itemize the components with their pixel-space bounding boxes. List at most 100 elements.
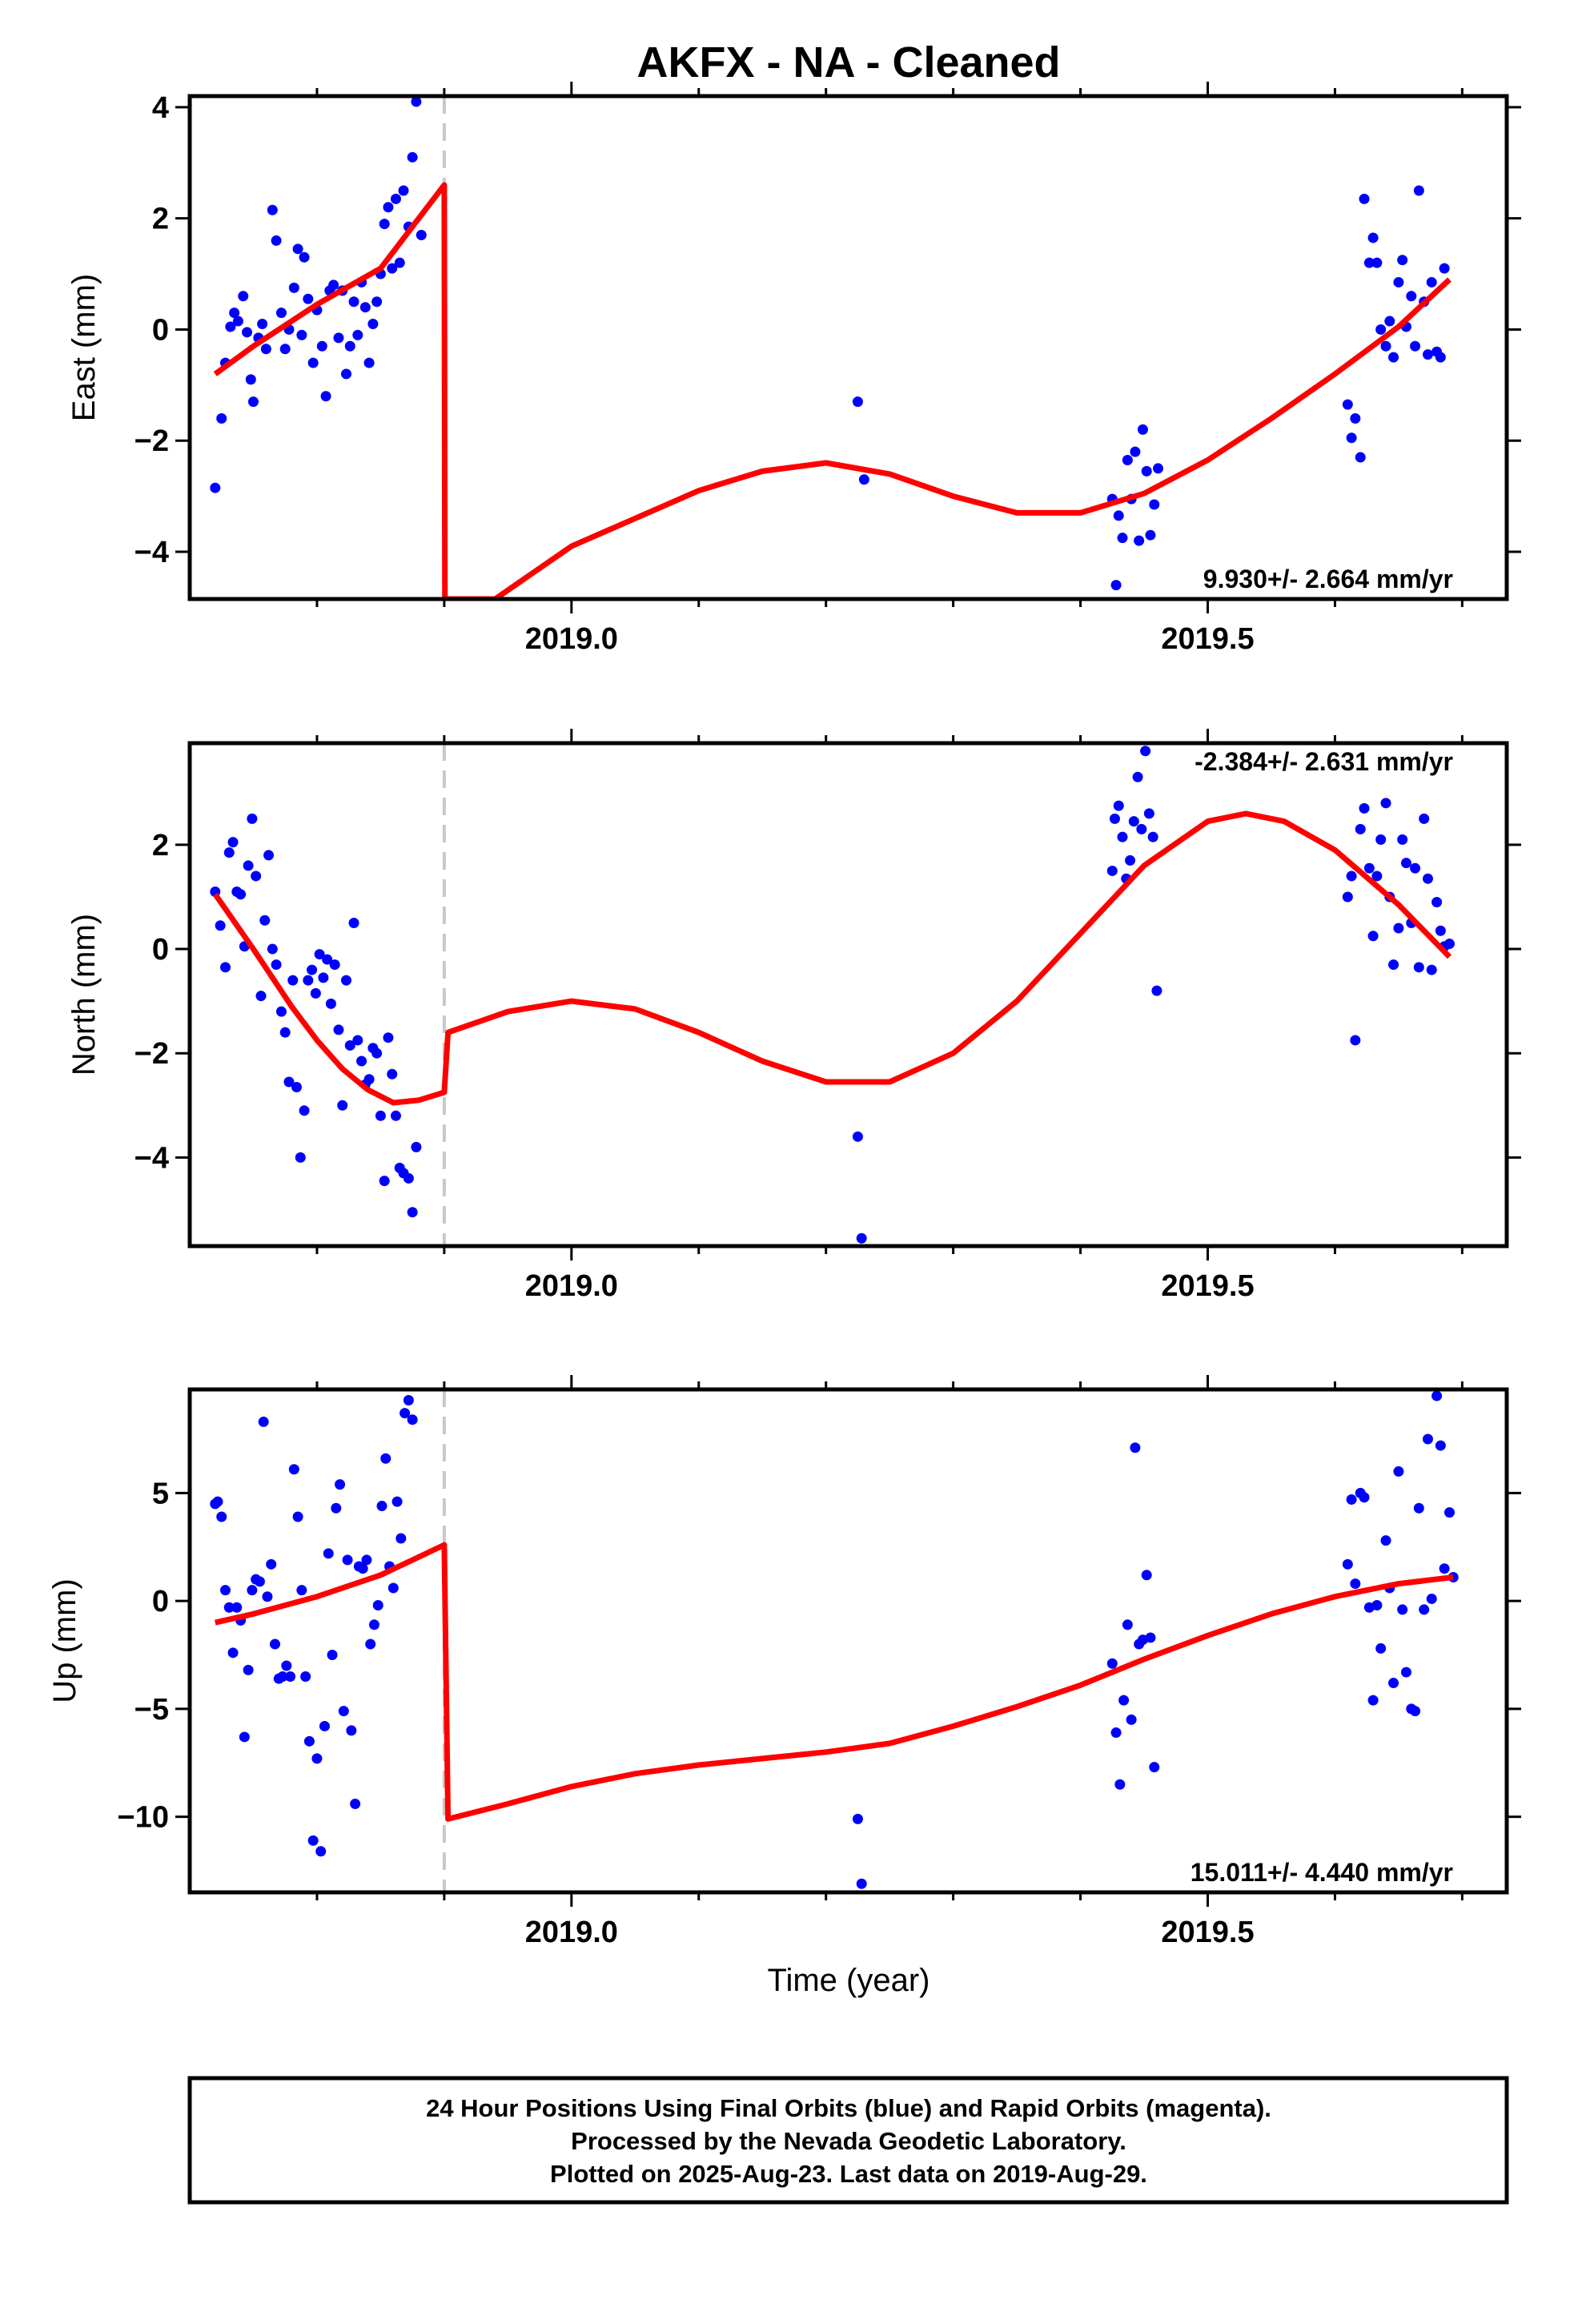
east-data-point bbox=[260, 344, 271, 355]
up-data-point bbox=[1145, 1632, 1156, 1643]
up-data-point bbox=[296, 1585, 307, 1596]
north-data-point bbox=[379, 1176, 390, 1187]
up-data-point bbox=[387, 1582, 399, 1594]
up-data-point bbox=[247, 1585, 258, 1596]
north-data-point bbox=[1355, 823, 1366, 834]
north-x-tick-label: 2019.5 bbox=[1161, 1269, 1254, 1303]
east-data-point bbox=[1130, 446, 1141, 457]
north-data-point bbox=[337, 1100, 348, 1111]
up-data-point bbox=[1350, 1578, 1361, 1590]
east-data-point bbox=[257, 319, 268, 330]
east-data-point bbox=[394, 257, 405, 268]
up-data-point bbox=[365, 1638, 376, 1650]
north-data-point bbox=[307, 964, 318, 975]
east-data-point bbox=[1137, 424, 1148, 435]
up-data-point bbox=[346, 1725, 357, 1736]
up-data-point bbox=[327, 1650, 338, 1661]
north-frame bbox=[187, 741, 1509, 1248]
up-data-point bbox=[1443, 1507, 1455, 1518]
east-data-point bbox=[411, 96, 422, 107]
up-data-point bbox=[227, 1647, 239, 1659]
north-data-point bbox=[1397, 834, 1408, 845]
north-data-point bbox=[387, 1068, 398, 1080]
up-y-tick-label: 5 bbox=[152, 1477, 169, 1510]
up-data-point bbox=[288, 1464, 299, 1475]
up-data-point bbox=[1400, 1667, 1411, 1678]
north-data-point bbox=[375, 1110, 386, 1121]
north-data-point bbox=[852, 1131, 863, 1142]
north-data-point bbox=[1125, 854, 1136, 866]
east-data-point bbox=[1141, 465, 1152, 476]
up-data-point bbox=[1367, 1695, 1379, 1706]
up-data-point bbox=[262, 1591, 273, 1602]
north-data-point bbox=[1117, 831, 1128, 842]
east-data-point bbox=[299, 251, 310, 263]
up-data-point bbox=[376, 1501, 387, 1512]
north-y-axis-label: North (mm) bbox=[66, 914, 102, 1076]
x-axis-label: Time (year) bbox=[768, 1963, 930, 1998]
up-data-point bbox=[281, 1660, 292, 1671]
up-data-point bbox=[1422, 1433, 1433, 1445]
east-data-point bbox=[320, 391, 331, 402]
footer-line-2: Processed by the Nevada Geodetic Laborat… bbox=[571, 2127, 1126, 2155]
footer-line-1: 24 Hour Positions Using Final Orbits (bl… bbox=[426, 2094, 1271, 2122]
up-data-point bbox=[266, 1558, 277, 1570]
east-data-point bbox=[1350, 412, 1361, 424]
up-data-point bbox=[307, 1835, 319, 1846]
east-data-point bbox=[292, 243, 303, 255]
up-data-point bbox=[1380, 1535, 1391, 1546]
north-data-point bbox=[411, 1141, 422, 1152]
east-x-tick-label: 2019.5 bbox=[1161, 622, 1254, 656]
up-data-point bbox=[403, 1394, 414, 1405]
up-data-point bbox=[254, 1576, 265, 1587]
east-data-point bbox=[416, 229, 427, 240]
east-data-point bbox=[1355, 452, 1366, 463]
east-frame bbox=[187, 94, 1509, 601]
east-data-point bbox=[267, 204, 278, 215]
north-data-point bbox=[1400, 858, 1411, 869]
north-data-point bbox=[275, 1006, 287, 1017]
north-data-point bbox=[325, 998, 336, 1009]
up-data-point bbox=[1346, 1494, 1357, 1505]
north-data-point bbox=[271, 959, 282, 971]
east-data-point bbox=[1134, 535, 1145, 546]
east-rate-annotation: 9.930+/- 2.664 mm/yr bbox=[1203, 565, 1453, 593]
up-data-point bbox=[1130, 1442, 1141, 1454]
north-data-point bbox=[1422, 873, 1433, 884]
east-data-point bbox=[1410, 340, 1421, 352]
up-panel: −10 −5 0 5 2019.0 2019.5 Up (mm) 15.011+/- 4.44… bbox=[47, 1375, 1521, 1949]
east-data-point bbox=[210, 482, 221, 493]
north-data-point bbox=[329, 959, 340, 971]
north-data-point bbox=[856, 1232, 867, 1244]
north-data-point bbox=[1140, 746, 1151, 757]
east-data-point bbox=[242, 327, 253, 338]
up-data-point bbox=[338, 1706, 349, 1717]
east-data-point bbox=[1110, 580, 1122, 591]
east-data-point bbox=[1388, 352, 1399, 363]
north-data-point bbox=[1393, 923, 1404, 934]
east-data-point bbox=[1393, 276, 1404, 287]
north-data-point bbox=[403, 1172, 414, 1184]
east-plot-area bbox=[210, 96, 1452, 599]
north-data-point bbox=[1342, 891, 1353, 903]
north-data-point bbox=[1147, 831, 1158, 842]
up-data-point bbox=[368, 1619, 379, 1630]
up-data-point bbox=[1435, 1440, 1446, 1451]
north-data-point bbox=[1143, 808, 1154, 819]
east-data-point bbox=[858, 474, 869, 485]
north-data-point bbox=[344, 1039, 355, 1051]
north-data-point bbox=[1431, 896, 1443, 907]
up-data-point bbox=[1375, 1642, 1387, 1654]
up-data-point bbox=[856, 1878, 867, 1889]
east-data-point bbox=[1153, 463, 1164, 474]
east-data-point bbox=[229, 308, 240, 319]
up-data-point bbox=[243, 1664, 254, 1675]
east-y-tick-label: 2 bbox=[152, 203, 169, 236]
up-data-point bbox=[292, 1511, 303, 1522]
east-data-point bbox=[379, 219, 390, 230]
east-data-point bbox=[1426, 276, 1437, 287]
up-data-point bbox=[1393, 1466, 1404, 1477]
up-frame bbox=[187, 1387, 1509, 1895]
north-data-point bbox=[1136, 823, 1147, 834]
east-data-point bbox=[1363, 257, 1375, 268]
